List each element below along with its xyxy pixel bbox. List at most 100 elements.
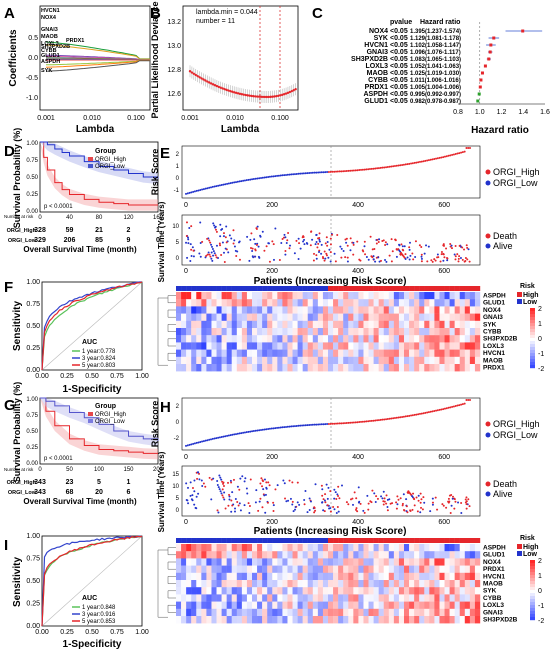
e-time-pt-311 — [259, 235, 262, 238]
h1-genes-syk: SYK — [483, 321, 497, 328]
h2-cell-1-29 — [322, 551, 329, 559]
h2-cell-9-57 — [464, 608, 471, 617]
e-score-pt-54 — [281, 174, 284, 177]
e-time-pt-277 — [206, 237, 209, 240]
h2-cell-7-26 — [307, 594, 313, 602]
h1-risk-45 — [404, 286, 410, 291]
h2-cell-3-29 — [322, 565, 329, 573]
h2-cell-3-46 — [409, 565, 415, 573]
g-risk-title: Number at risk — [4, 467, 34, 472]
h1-cell-0-24 — [297, 292, 303, 300]
h2-cell-0-36 — [358, 544, 364, 552]
h2-cell-5-13 — [241, 580, 248, 588]
h2-cell-5-36 — [358, 580, 364, 588]
b-point-52 — [288, 90, 292, 94]
h2-cell-0-14 — [246, 544, 253, 552]
h1-cell-9-35 — [353, 356, 359, 365]
h1-cell-8-4 — [196, 349, 202, 357]
h1-cell-4-54 — [449, 320, 455, 329]
h2-cell-7-29 — [322, 594, 329, 602]
h1-cell-2-21 — [282, 306, 288, 314]
e-time-pt-272 — [320, 243, 323, 246]
h1-cell-5-4 — [196, 328, 202, 336]
f-ticks-y-1: 0.25 — [26, 345, 40, 352]
h1-cell-7-26 — [307, 342, 313, 350]
h1-cell-4-19 — [272, 320, 278, 329]
e-score-ytick-1: 1 — [176, 164, 180, 170]
h1-cell-9-56 — [459, 356, 465, 365]
h2-cell-4-34 — [348, 572, 354, 581]
c-est-loxl3 — [483, 64, 487, 68]
h1-cell-9-51 — [434, 356, 440, 365]
h1-cell-9-20 — [277, 356, 283, 365]
h-time-ytick-3: 0 — [176, 508, 180, 514]
h-time-pt-4 — [322, 498, 325, 501]
h1-cell-1-46 — [409, 299, 415, 307]
h2-cell-1-17 — [262, 551, 268, 559]
h1-cell-8-22 — [287, 349, 293, 357]
h2-cell-4-17 — [262, 572, 268, 581]
h-score-pt-73 — [315, 423, 318, 426]
h-time-pt-89 — [352, 503, 355, 506]
h2-cell-7-41 — [383, 594, 389, 602]
h-score-pt-149 — [451, 405, 454, 408]
e-score-pt-147 — [447, 154, 450, 157]
h-time-pt-278 — [454, 500, 457, 503]
h-time-pt-285 — [396, 503, 399, 506]
h-time-pt-129 — [431, 503, 434, 506]
h2-cell-6-58 — [469, 587, 476, 595]
h2-cell-10-19 — [272, 616, 278, 624]
h1-cell-5-29 — [322, 328, 329, 336]
f-ticks-y-3: 0.75 — [26, 301, 40, 308]
f-ticks-x-3: 0.75 — [110, 373, 124, 380]
h1-cell-3-26 — [307, 313, 313, 321]
e-score-pt-55 — [283, 174, 286, 177]
h1-cell-10-20 — [277, 364, 283, 372]
h1-cell-2-41 — [383, 306, 389, 314]
h1-cell-7-17 — [262, 342, 268, 350]
h1-cell-4-15 — [252, 320, 258, 329]
e-score-pt-61 — [293, 173, 296, 176]
h2-cell-7-16 — [257, 594, 263, 602]
h-score-pt-21 — [222, 435, 225, 438]
h1-cell-1-56 — [459, 299, 465, 307]
e-score-pt-152 — [456, 152, 459, 155]
h1-cell-7-23 — [292, 342, 298, 350]
h1-cell-6-45 — [404, 335, 410, 343]
e-time-pt-268 — [315, 254, 318, 257]
h-time-pt-22 — [216, 509, 219, 512]
h2-cell-8-47 — [414, 601, 420, 609]
h-score-pt-57 — [286, 425, 289, 428]
h2-cell-6-56 — [459, 587, 465, 595]
h1-cell-0-10 — [226, 292, 232, 300]
h2-dendro-8 — [167, 604, 176, 613]
h1-cell-0-25 — [302, 292, 308, 300]
h1-risk-7 — [211, 286, 217, 291]
e-time-pt-325 — [333, 252, 336, 255]
h1-cell-8-21 — [282, 349, 288, 357]
h2-risk-54 — [449, 538, 455, 543]
h2-cell-7-25 — [302, 594, 308, 602]
d-risk-0-1: 59 — [66, 227, 74, 234]
h1-scale-seg-15 — [530, 353, 535, 357]
h-time-pt-55 — [380, 495, 383, 498]
e-time-pt-100 — [437, 256, 440, 259]
h1-cell-9-34 — [348, 356, 354, 365]
h2-cell-4-37 — [363, 572, 369, 581]
e-score-pt-135 — [426, 159, 429, 162]
h2-cell-9-36 — [358, 608, 364, 617]
h-score-pt-147 — [447, 406, 450, 409]
h1-cell-1-58 — [469, 299, 476, 307]
h2-cell-8-31 — [333, 601, 339, 609]
h1-cell-4-3 — [191, 320, 197, 329]
h1-cell-0-52 — [439, 292, 445, 300]
e-score-pt-14 — [210, 186, 213, 189]
h1-cell-7-43 — [393, 342, 400, 350]
h1-cell-0-31 — [333, 292, 339, 300]
e-score-pt-76 — [320, 171, 323, 174]
h-xt2-2: 400 — [352, 519, 364, 526]
e-time-pt-264 — [394, 238, 397, 241]
d-xlabel: Overall Survival Time (month) — [23, 245, 137, 254]
h2-risk-48 — [419, 538, 425, 543]
